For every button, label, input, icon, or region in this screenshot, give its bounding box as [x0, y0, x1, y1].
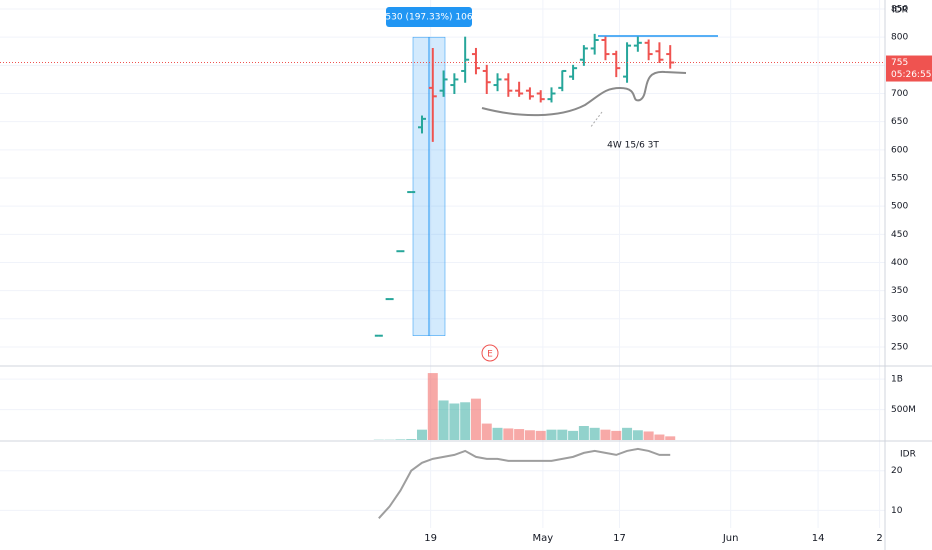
x-tick-label: 14	[812, 533, 825, 544]
indicator-tick-label: 10	[891, 506, 903, 516]
measure-label-box	[386, 7, 472, 27]
volume-bar	[406, 439, 417, 440]
volume-bar	[557, 429, 568, 440]
pattern-drawing	[481, 70, 687, 117]
volume-bar	[535, 430, 546, 440]
volume-bar	[643, 431, 654, 440]
annotation: 4W 15/6 3T	[607, 141, 659, 151]
last-price-label: 755	[891, 58, 908, 68]
y-tick-label: 350	[891, 286, 908, 296]
event-marker	[481, 344, 499, 362]
volume-bar	[514, 429, 525, 440]
y-tick-label: 250	[891, 342, 908, 352]
volume-bar	[460, 402, 471, 440]
x-tick-label: 17	[613, 533, 626, 544]
countdown-label: 05:26:55	[891, 70, 931, 80]
y-tick-label: 800	[891, 33, 908, 43]
y-tick-label: 300	[891, 314, 908, 324]
currency-label: IDR	[892, 6, 908, 16]
y-tick-label: 700	[891, 89, 908, 99]
volume-bar	[622, 427, 633, 440]
volume-bar	[481, 423, 492, 440]
volume-bar	[470, 398, 481, 440]
x-tick-label: 19	[424, 533, 437, 544]
measure-label: 530 (197.33%) 106	[385, 13, 472, 23]
x-tick-label: May	[533, 533, 554, 544]
volume-bar	[578, 426, 589, 440]
x-tick-label: 2	[876, 533, 882, 544]
volume-bar	[438, 400, 449, 440]
volume-bar	[395, 439, 406, 440]
y-tick-label: 400	[891, 258, 908, 268]
volume-bar	[449, 403, 460, 440]
y-tick-label: 650	[891, 117, 908, 127]
event-label: E	[487, 350, 493, 360]
indicator-line	[378, 447, 671, 519]
volume-bar	[665, 436, 676, 440]
volume-bar	[492, 427, 503, 440]
volume-bar	[568, 430, 579, 440]
volume-bar	[632, 430, 643, 440]
y-tick-label: 500	[891, 202, 908, 212]
y-tick-label: 550	[891, 173, 908, 183]
indicator-tick-label: 20	[891, 466, 903, 476]
volume-bar	[416, 429, 427, 440]
last-price-box	[886, 55, 932, 82]
volume-bar	[546, 429, 557, 440]
x-tick-label: Jun	[722, 533, 739, 544]
volume-bar	[427, 373, 438, 440]
annotation-leader	[589, 111, 603, 129]
volume-bar	[589, 427, 600, 440]
y-tick-label: 850	[891, 5, 908, 15]
volume-tick-label: 1B	[891, 375, 903, 385]
y-tick-label: 600	[891, 145, 908, 155]
volume-tick-label: 500M	[891, 405, 916, 415]
volume-bar	[611, 430, 622, 440]
indicator-label: IDR	[900, 450, 916, 460]
volume-bar	[524, 430, 535, 440]
y-tick-label: 450	[891, 230, 908, 240]
volume-bar	[503, 428, 514, 440]
volume-bar	[654, 434, 665, 440]
volume-bar	[600, 429, 611, 440]
